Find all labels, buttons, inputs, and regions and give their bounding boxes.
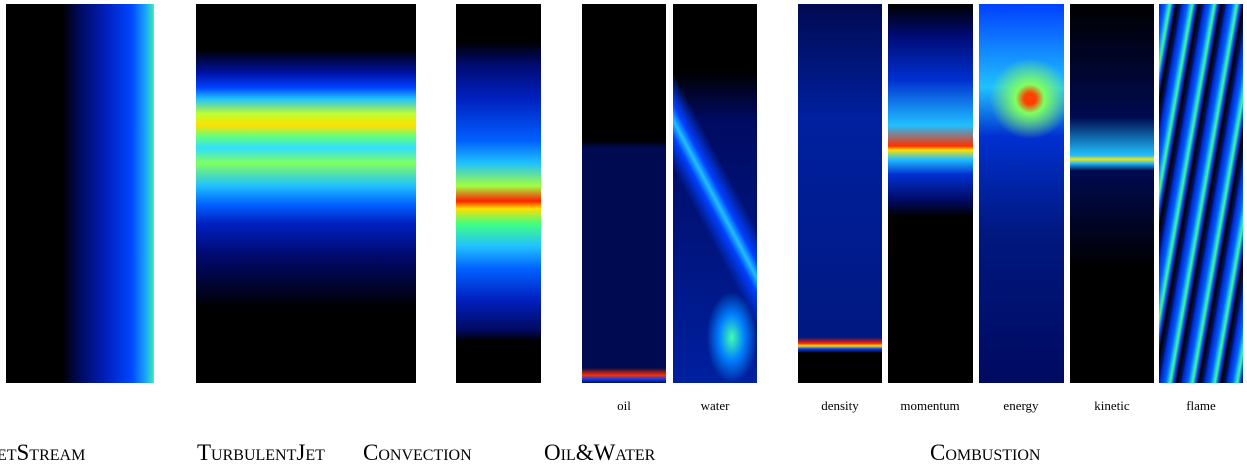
heatmap-water: [673, 4, 757, 383]
panel-label: momentum: [885, 398, 975, 414]
caption: Convection: [363, 440, 472, 466]
heatmap-kinetic: [1070, 4, 1154, 383]
caption: Oil&Water: [544, 440, 655, 466]
heatmap-oil: [582, 4, 666, 383]
caption: Combustion: [930, 440, 1040, 466]
panel-label: energy: [976, 398, 1066, 414]
panel-label: oil: [579, 398, 669, 414]
heatmap-flame: [1159, 4, 1243, 383]
panel-label: water: [670, 398, 760, 414]
panel-label: kinetic: [1067, 398, 1157, 414]
heatmap-convection: [456, 4, 541, 383]
caption: JetStream: [0, 440, 85, 466]
panel-label: flame: [1156, 398, 1246, 414]
heatmap-density: [798, 4, 882, 383]
heatmap-jetstream: [6, 4, 154, 383]
heatmap-energy: [979, 4, 1064, 383]
panel-label: density: [795, 398, 885, 414]
heatmap-momentum: [888, 4, 973, 383]
figure: oil water density momentum energy kineti…: [0, 0, 1247, 467]
heatmap-turbulentjet: [196, 4, 416, 383]
caption: TurbulentJet: [197, 440, 325, 466]
